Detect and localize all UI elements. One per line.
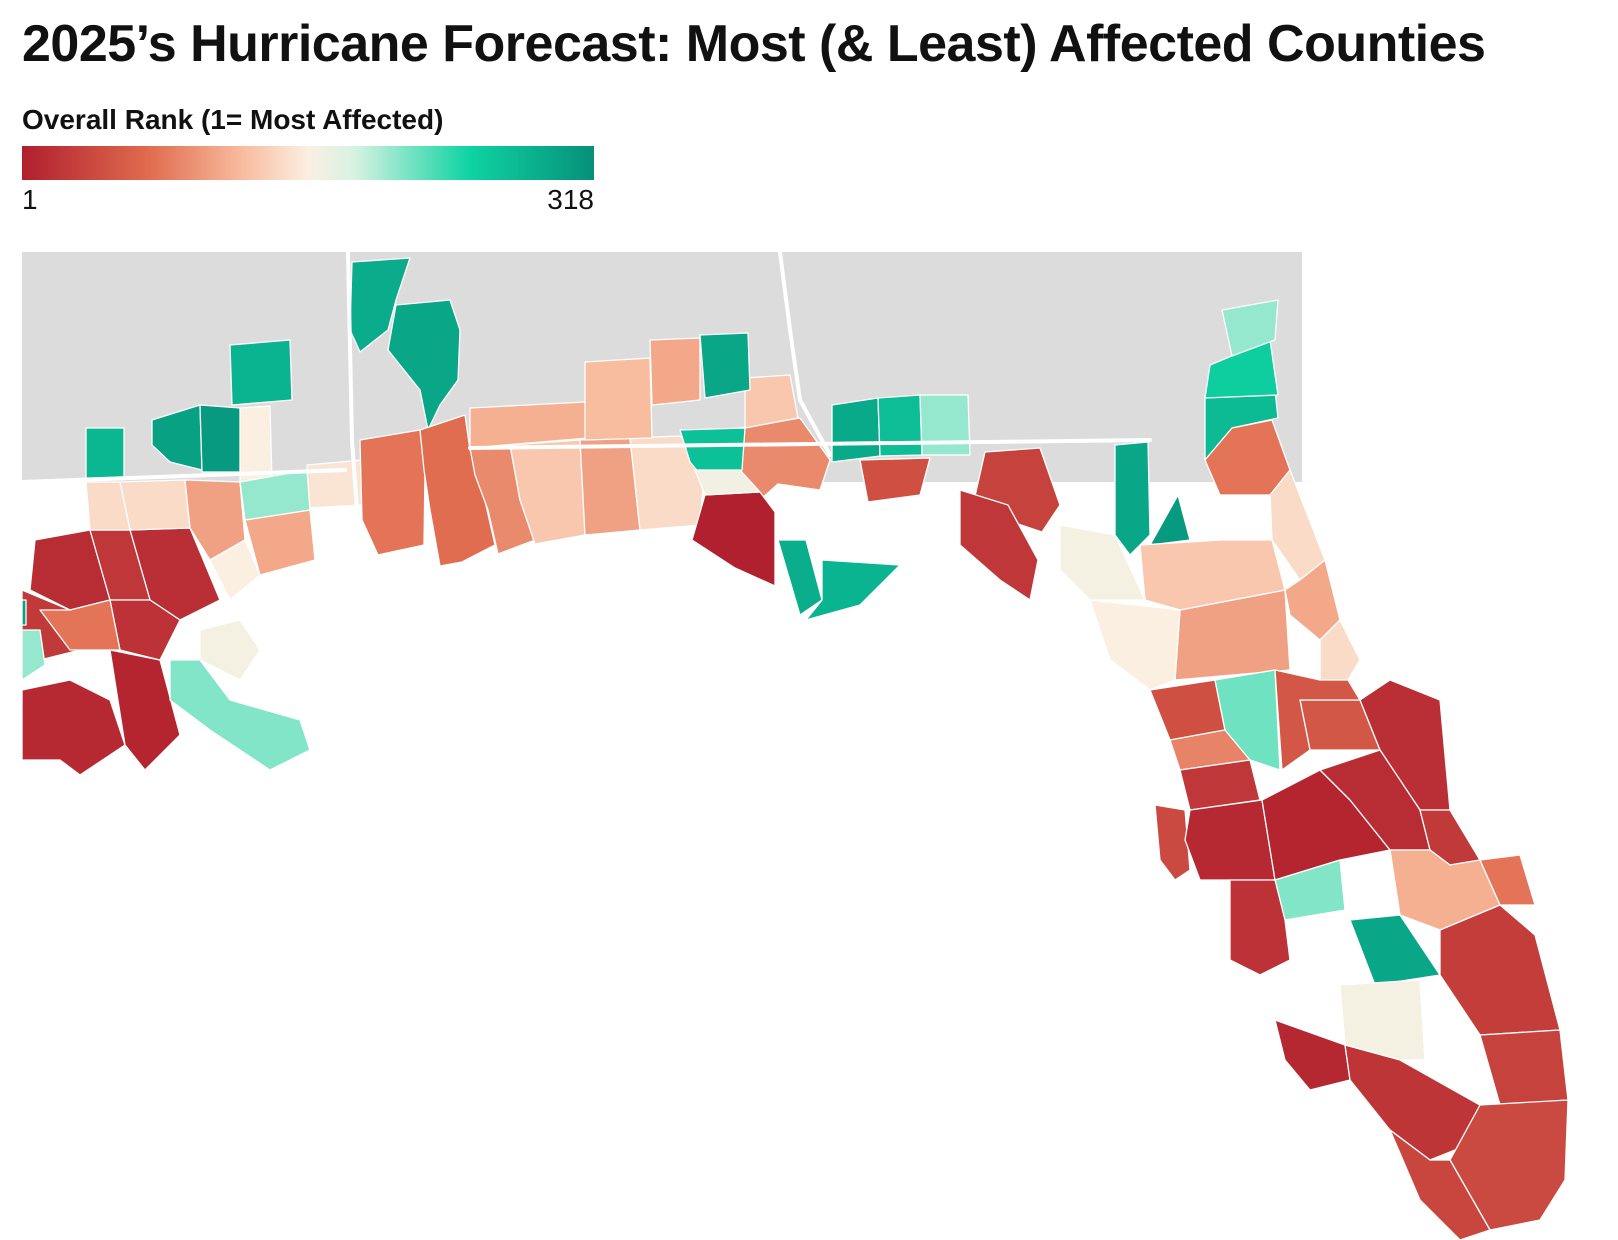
county[interactable] — [959, 489, 1039, 601]
county[interactable] — [151, 404, 203, 471]
county[interactable] — [694, 469, 761, 496]
county[interactable] — [1319, 619, 1361, 681]
county[interactable] — [1229, 879, 1291, 976]
state-border — [778, 250, 832, 457]
county[interactable] — [39, 599, 121, 651]
county[interactable] — [805, 559, 901, 621]
state-border — [20, 468, 347, 484]
legend-min-label: 1 — [22, 184, 38, 215]
legend: Overall Rank (1= Most Affected) 1 318 — [22, 104, 602, 215]
legend-max-label: 318 — [547, 184, 594, 215]
county[interactable] — [919, 394, 971, 456]
county[interactable] — [859, 457, 931, 503]
county[interactable] — [649, 337, 701, 406]
county[interactable] — [199, 619, 261, 681]
county[interactable] — [1059, 524, 1146, 601]
county[interactable] — [584, 357, 653, 441]
county[interactable] — [1184, 799, 1276, 881]
county[interactable] — [699, 332, 751, 399]
county[interactable] — [1479, 854, 1536, 906]
county[interactable] — [1089, 599, 1181, 691]
county[interactable] — [229, 339, 293, 406]
county[interactable] — [1274, 669, 1361, 771]
county-layer — [21, 257, 1569, 1240]
county[interactable] — [1479, 1029, 1569, 1106]
county[interactable] — [1439, 904, 1561, 1036]
county[interactable] — [691, 491, 776, 587]
county[interactable] — [1214, 669, 1281, 771]
county[interactable] — [85, 427, 125, 479]
legend-ticks: 1 318 — [22, 180, 594, 215]
county[interactable] — [1221, 299, 1279, 357]
county[interactable] — [777, 539, 823, 616]
county[interactable] — [1114, 441, 1151, 556]
state-border — [346, 250, 362, 554]
county[interactable] — [509, 439, 586, 545]
county[interactable] — [1149, 679, 1226, 741]
county[interactable] — [831, 397, 881, 463]
state-border — [468, 438, 1152, 450]
county[interactable] — [629, 435, 706, 531]
county[interactable] — [21, 599, 27, 626]
county[interactable] — [239, 405, 273, 483]
chart-title: 2025’s Hurricane Forecast: Most (& Least… — [22, 15, 1486, 73]
county[interactable] — [199, 404, 243, 473]
legend-color-ramp — [22, 146, 594, 180]
county[interactable] — [1149, 494, 1191, 546]
county[interactable] — [209, 539, 261, 601]
county[interactable] — [359, 429, 426, 556]
county[interactable] — [744, 374, 799, 429]
county[interactable] — [21, 679, 126, 776]
county[interactable] — [387, 299, 461, 431]
county[interactable] — [877, 394, 923, 457]
county[interactable] — [1389, 1129, 1491, 1240]
legend-title: Overall Rank (1= Most Affected) — [22, 104, 444, 135]
county[interactable] — [119, 479, 191, 531]
county[interactable] — [85, 481, 131, 531]
county[interactable] — [419, 414, 496, 567]
county[interactable] — [1154, 804, 1191, 881]
county[interactable] — [1339, 979, 1426, 1061]
county[interactable] — [21, 629, 46, 681]
county[interactable] — [169, 659, 311, 771]
county[interactable] — [1274, 1019, 1351, 1091]
state-borders — [20, 250, 1152, 554]
